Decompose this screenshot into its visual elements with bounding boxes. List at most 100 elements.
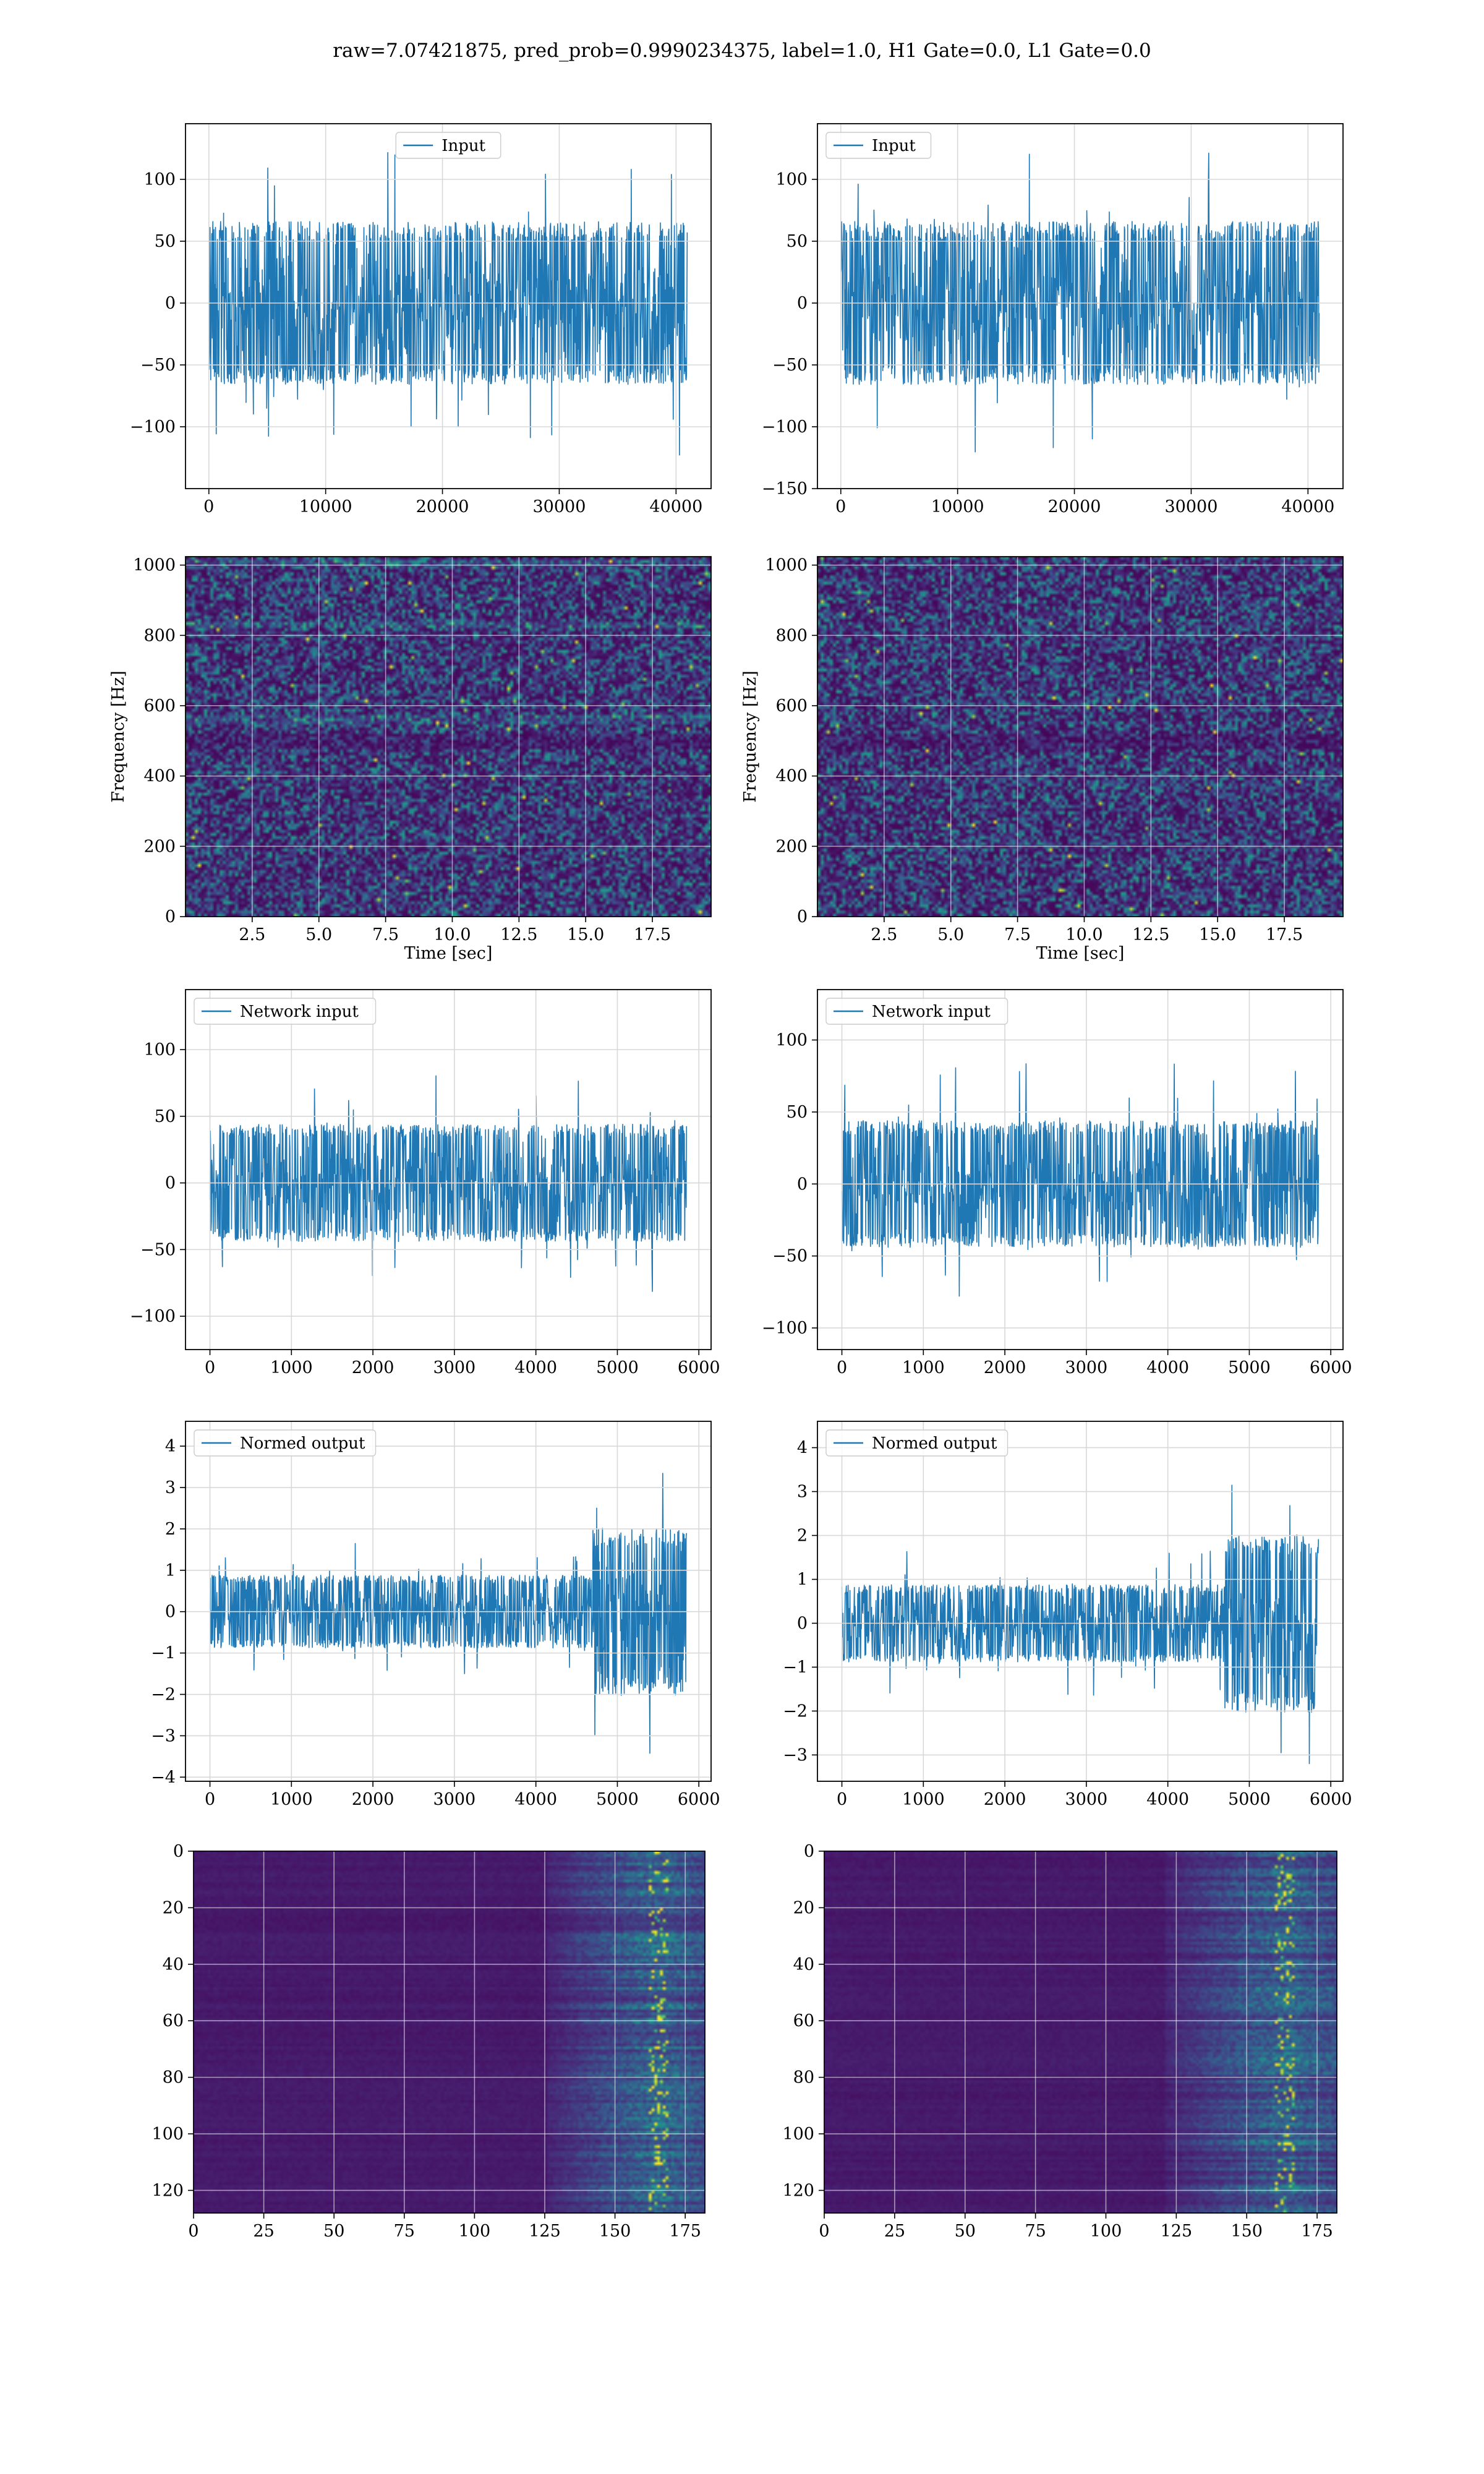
feat-left-ytick-label: 60 — [163, 2011, 184, 2031]
spec-right-xtick-label: 7.5 — [1004, 925, 1031, 944]
net-right-ytick-label: 0 — [797, 1175, 808, 1194]
net-right-legend-label: Network input — [872, 1003, 991, 1021]
norm-right-ytick-label: 4 — [797, 1439, 808, 1458]
norm-right-axes: 0 1000 2000 3000 4000 5000 6000 −3 −2 −1 0 1 2 3 4 Norm… — [783, 1421, 1352, 1809]
net-left-xtick-label: 1000 — [270, 1358, 313, 1377]
feat-left-ytick-label: 0 — [173, 1842, 184, 1861]
input-left-xtick-label: 10000 — [299, 497, 352, 516]
input-left-ytick-label: 0 — [165, 294, 176, 313]
norm-right-ytick-label: 0 — [797, 1614, 808, 1633]
net-left-axes: 0 1000 2000 3000 4000 5000 6000 −100 −50 0 50 100 Ne… — [130, 989, 720, 1377]
input-right-xtick-label: 0 — [835, 497, 846, 516]
spec-left-xtick-label: 17.5 — [634, 925, 671, 944]
norm-right-xtick-label: 6000 — [1310, 1790, 1352, 1809]
input-right-ytick-label: 50 — [787, 232, 808, 251]
input-left-series-line — [208, 152, 688, 456]
spec-right-xtick-label: 10.0 — [1065, 925, 1102, 944]
net-right-axes: 0 1000 2000 3000 4000 5000 6000 −100 −50 0 50 100 Ne… — [762, 989, 1352, 1377]
spec-right-frame — [817, 556, 1344, 917]
spec-right-ytick-label: 600 — [775, 696, 808, 716]
spec-right-ytick-label: 200 — [775, 837, 808, 856]
input-right-series-line — [840, 152, 1320, 453]
spec-left-xtick-label: 5.0 — [305, 925, 332, 944]
feat-right-heatmap-image — [824, 1851, 1337, 2213]
net-right-xtick-label: 5000 — [1228, 1358, 1271, 1377]
net-left-xtick-label: 2000 — [352, 1358, 394, 1377]
input-right-ytick-label: −150 — [762, 479, 808, 499]
feat-left-xtick-label: 0 — [188, 2222, 198, 2241]
net-right-xtick-label: 6000 — [1310, 1358, 1352, 1377]
norm-left-legend: Normed output — [194, 1429, 377, 1457]
norm-right-ytick-label: 2 — [797, 1526, 808, 1546]
norm-left-ytick-label: 0 — [165, 1603, 176, 1622]
norm-right-frame — [817, 1421, 1344, 1782]
spec-right-heatmap-image — [817, 557, 1343, 917]
feat-right-xtick-label: 100 — [1090, 2222, 1122, 2241]
feat-right-ytick-label: 80 — [793, 2068, 814, 2087]
feat-right-axes: 0 25 50 75 100 125 150 175 0 20 40 60 80 100 120 — [782, 1842, 1337, 2241]
spec-left-ytick-label: 1000 — [133, 556, 176, 575]
input-left-legend: Input — [395, 132, 501, 159]
norm-left-ytick-label: 1 — [165, 1561, 176, 1580]
spec-right-ytick-label: 400 — [775, 767, 808, 786]
input-right-legend-box — [825, 132, 932, 159]
net-right-legend-box — [825, 998, 1009, 1025]
spec-left-frame — [185, 556, 712, 917]
norm-left-xtick-label: 3000 — [433, 1790, 476, 1809]
feat-left-xtick-label: 125 — [529, 2222, 561, 2241]
spec-left-ylabel: Frequency [Hz] — [109, 670, 128, 802]
feat-right-xtick-label: 25 — [884, 2222, 905, 2241]
spec-right-xtick-label: 15.0 — [1199, 925, 1236, 944]
spec-left-xtick-label: 12.5 — [500, 925, 537, 944]
net-left-xtick-label: 4000 — [514, 1358, 557, 1377]
net-right-ytick-label: −100 — [762, 1319, 808, 1338]
feat-right-ytick-label: 120 — [782, 2181, 814, 2200]
feat-left-ytick-label: 100 — [151, 2125, 184, 2144]
feat-left-ytick-label: 20 — [163, 1898, 184, 1917]
input-left-axes: 0 10000 20000 30000 40000 −100 −50 0 50 100 Input — [130, 123, 712, 516]
feat-left-xtick-label: 150 — [599, 2222, 631, 2241]
feat-left-axes: 0 25 50 75 100 125 150 175 0 20 40 60 80 100 120 — [151, 1842, 706, 2241]
net-left-grid — [186, 990, 711, 1350]
norm-left-legend-label: Normed output — [240, 1434, 365, 1453]
spec-left-ytick-label: 200 — [143, 837, 176, 856]
spec-left-heatmap-image — [186, 557, 711, 917]
norm-left-ytick-label: 4 — [165, 1437, 176, 1456]
feat-left-frame — [193, 1851, 706, 2214]
net-left-frame — [185, 989, 712, 1350]
spec-right-xtick-label: 17.5 — [1266, 925, 1303, 944]
feat-left-heatmap-image — [194, 1851, 705, 2213]
spec-right-ytick-label: 1000 — [765, 556, 808, 575]
net-right-xtick-label: 3000 — [1065, 1358, 1108, 1377]
norm-right-ytick-label: 3 — [797, 1483, 808, 1502]
feat-right-ytick-label: 60 — [793, 2011, 814, 2031]
net-right-ytick-label: 50 — [787, 1103, 808, 1122]
spec-left-axes: 2.5 5.0 7.5 10.0 12.5 15.0 17.5 0 200 400 600 800 10… — [109, 556, 712, 963]
norm-right-legend-label: Normed output — [872, 1434, 997, 1453]
feat-right-xtick-label: 150 — [1230, 2222, 1263, 2241]
net-right-xtick-label: 1000 — [902, 1358, 945, 1377]
feat-left-ytick-label: 120 — [151, 2181, 184, 2200]
norm-right-xtick-label: 1000 — [902, 1790, 945, 1809]
norm-right-xtick-label: 2000 — [984, 1790, 1026, 1809]
feat-right-xtick-label: 50 — [955, 2222, 976, 2241]
norm-left-frame — [185, 1421, 712, 1782]
input-right-ytick-label: 100 — [775, 170, 808, 189]
norm-right-legend: Normed output — [825, 1429, 1009, 1457]
norm-right-ytick-label: 1 — [797, 1570, 808, 1590]
feat-right-xtick-label: 175 — [1301, 2222, 1333, 2241]
spec-right-xtick-label: 12.5 — [1132, 925, 1169, 944]
input-right-ytick-label: 0 — [797, 294, 808, 313]
net-left-xtick-label: 3000 — [433, 1358, 476, 1377]
feat-right-ytick-label: 20 — [793, 1898, 814, 1917]
feat-right-ytick-label: 100 — [782, 2125, 814, 2144]
input-left-xtick-label: 30000 — [532, 497, 586, 516]
net-right-xtick-label: 2000 — [984, 1358, 1026, 1377]
norm-left-xtick-label: 4000 — [514, 1790, 557, 1809]
input-right-frame — [817, 123, 1344, 489]
net-left-ytick-label: 0 — [165, 1174, 176, 1193]
spec-left-xtick-label: 7.5 — [372, 925, 399, 944]
input-right-xtick-label: 40000 — [1281, 497, 1334, 516]
net-left-ytick-label: −50 — [140, 1240, 176, 1259]
feat-left-xtick-label: 50 — [323, 2222, 344, 2241]
